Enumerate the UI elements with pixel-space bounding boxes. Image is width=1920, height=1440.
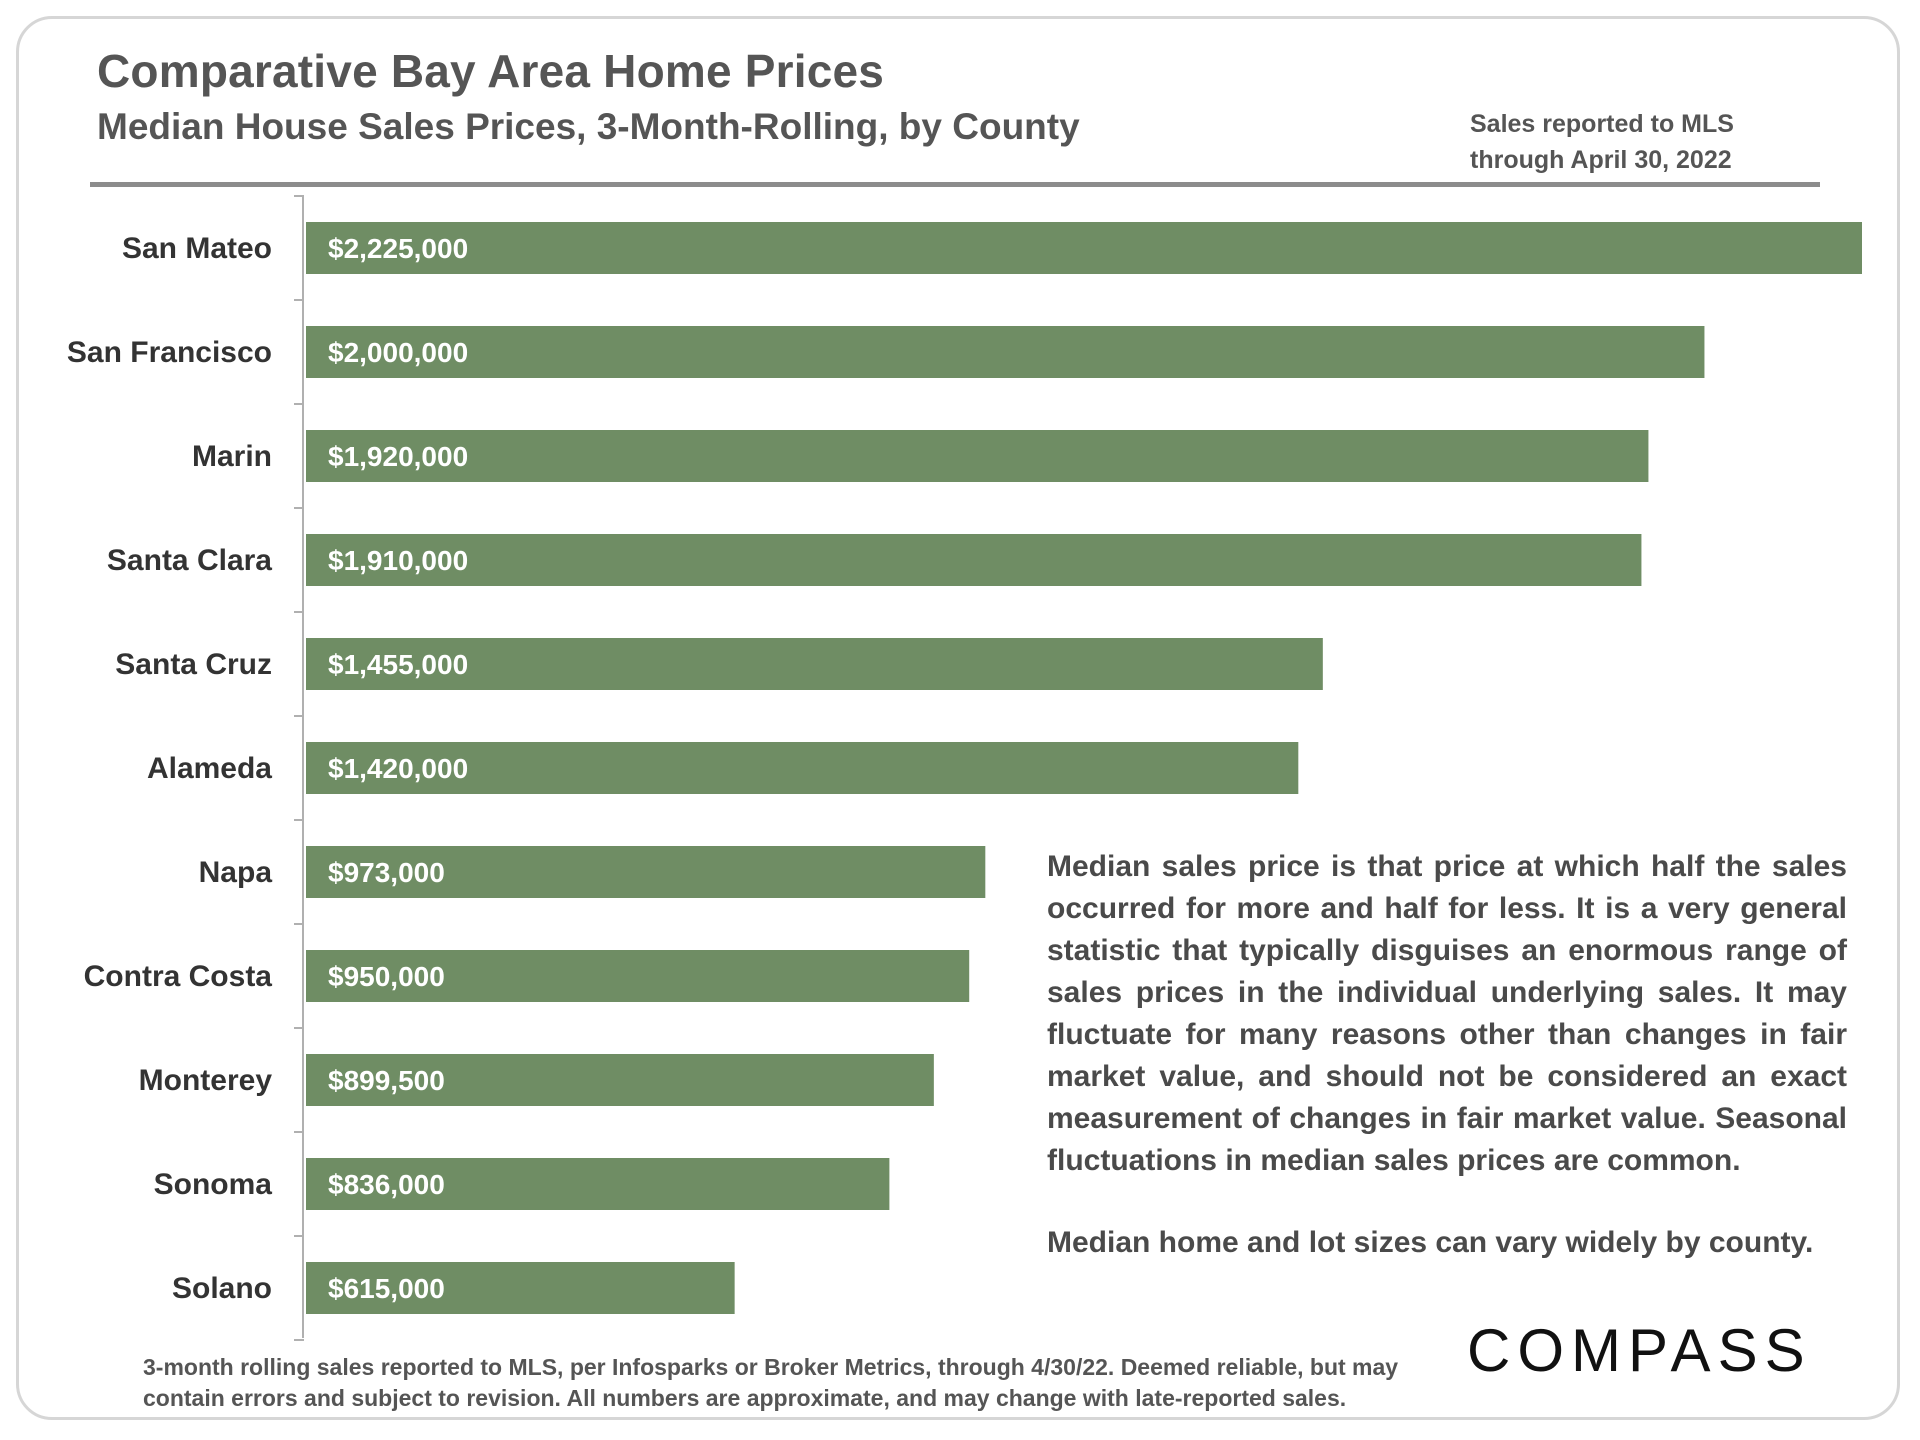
category-label: Santa Clara — [107, 544, 272, 577]
category-label: Sonoma — [154, 1168, 273, 1201]
data-source-note: Sales reported to MLS through April 30, … — [1470, 106, 1800, 178]
bar-monterey — [306, 1054, 934, 1106]
category-label: Contra Costa — [84, 960, 273, 993]
bar-alameda — [306, 742, 1299, 794]
bar-san-francisco — [306, 326, 1705, 378]
category-label: Monterey — [139, 1064, 273, 1097]
bar-value-label: $899,500 — [328, 1065, 445, 1096]
bar-santa-cruz — [306, 638, 1323, 690]
data-source-note-line2: through April 30, 2022 — [1470, 146, 1732, 174]
bar-solano — [306, 1262, 735, 1314]
category-label: Marin — [192, 440, 272, 473]
data-source-note-line1: Sales reported to MLS — [1470, 110, 1734, 138]
bar-contra-costa — [306, 950, 970, 1002]
compass-logo: COMPASS — [1467, 1317, 1812, 1384]
bar-sonoma — [306, 1158, 890, 1210]
category-label: Alameda — [147, 752, 272, 785]
bar-value-label: $1,420,000 — [328, 753, 468, 784]
header-divider — [90, 182, 1820, 187]
bar-value-label: $1,455,000 — [328, 649, 468, 680]
category-axis-line — [302, 195, 304, 1338]
chart-title: Comparative Bay Area Home Prices — [97, 45, 885, 97]
bar-value-label: $973,000 — [328, 857, 445, 888]
category-label: San Mateo — [122, 232, 272, 265]
bar-value-label: $836,000 — [328, 1169, 445, 1200]
bar-value-label: $2,000,000 — [328, 337, 468, 368]
bar-santa-clara — [306, 534, 1642, 586]
category-label: San Francisco — [67, 336, 272, 369]
median-explanation: Median sales price is that price at whic… — [1047, 850, 1847, 1177]
bar-value-label: $1,910,000 — [328, 545, 468, 576]
size-note: Median home and lot sizes can vary widel… — [1047, 1226, 1814, 1259]
category-label: Santa Cruz — [115, 648, 272, 681]
chart-subtitle: Median House Sales Prices, 3-Month-Rolli… — [97, 106, 1080, 147]
bar-value-label: $615,000 — [328, 1273, 445, 1304]
category-label: Solano — [172, 1272, 272, 1305]
bar-san-mateo — [306, 222, 1862, 274]
bar-marin — [306, 430, 1649, 482]
bar-value-label: $2,225,000 — [328, 233, 468, 264]
bar-napa — [306, 846, 986, 898]
bar-value-label: $950,000 — [328, 961, 445, 992]
bar-value-label: $1,920,000 — [328, 441, 468, 472]
footnote: 3-month rolling sales reported to MLS, p… — [143, 1354, 1399, 1411]
category-label: Napa — [199, 856, 273, 889]
